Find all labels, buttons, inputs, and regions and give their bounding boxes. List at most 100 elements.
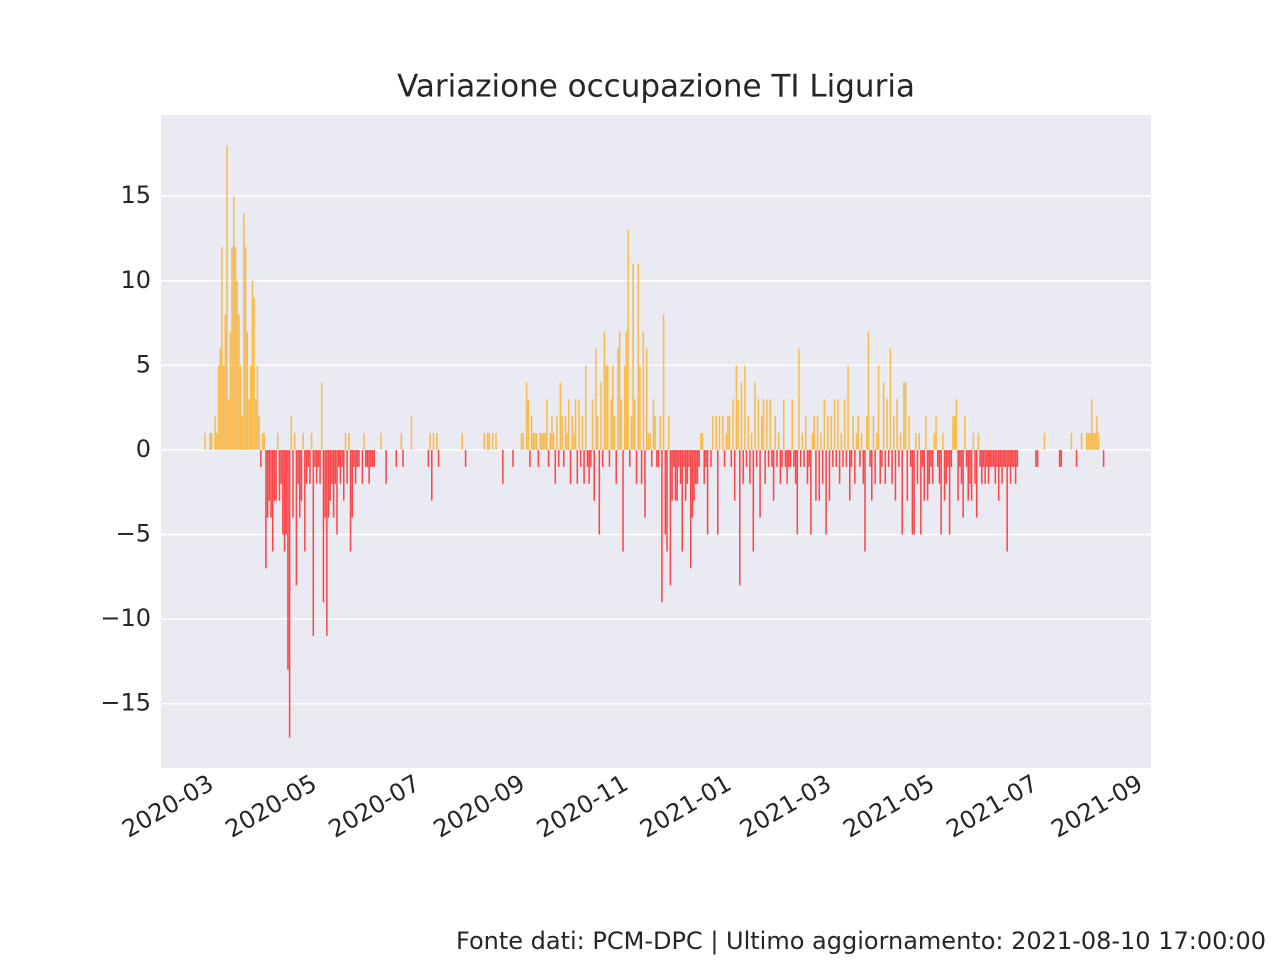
bar: [358, 449, 360, 467]
bar: [871, 449, 873, 501]
bar: [1011, 449, 1013, 467]
bar: [728, 416, 731, 450]
bar: [204, 433, 206, 450]
bar: [248, 399, 250, 450]
bar: [711, 416, 714, 450]
bar: [299, 449, 301, 518]
footer: Fonte dati: PCM-DPC | Ultimo aggiornamen…: [456, 927, 1266, 955]
bar: [361, 449, 364, 484]
bar: [693, 449, 695, 501]
bar: [623, 365, 626, 450]
bar: [282, 449, 284, 535]
bar: [923, 449, 925, 501]
bar: [967, 449, 969, 501]
bar: [928, 449, 931, 484]
bar: [598, 449, 601, 535]
y-tick-label: −15: [100, 689, 151, 717]
bar: [957, 449, 959, 501]
bar: [331, 449, 333, 484]
bar: [231, 246, 233, 450]
grid: [161, 195, 1151, 705]
bar: [965, 449, 968, 467]
bar: [706, 449, 709, 535]
bar: [312, 449, 315, 637]
bar: [243, 213, 245, 450]
bar: [307, 449, 309, 467]
bar: [1036, 449, 1039, 467]
bar: [613, 416, 616, 450]
bar: [865, 416, 868, 450]
bar: [571, 416, 573, 450]
bar: [617, 348, 619, 450]
bar: [876, 433, 878, 450]
bar: [209, 433, 211, 450]
bar: [891, 449, 893, 484]
bar: [816, 416, 819, 450]
bar: [657, 449, 660, 467]
bar: [833, 399, 836, 450]
bar: [1035, 449, 1037, 467]
bar: [845, 449, 848, 467]
bar: [755, 449, 758, 467]
bar: [788, 449, 790, 467]
bar: [627, 230, 629, 450]
bar: [862, 449, 865, 484]
bar: [723, 449, 726, 467]
bar: [849, 449, 851, 501]
bar: [1058, 449, 1061, 467]
y-tick-label: 15: [120, 181, 151, 209]
bar: [722, 416, 724, 450]
bar: [402, 449, 404, 467]
bar: [395, 449, 397, 467]
bar: [754, 382, 756, 450]
bar: [855, 433, 858, 450]
bar: [644, 449, 646, 518]
bar: [263, 433, 265, 450]
bar: [678, 449, 680, 467]
bar: [353, 449, 355, 467]
bar: [585, 365, 587, 450]
bar: [686, 449, 689, 484]
bar: [568, 399, 570, 450]
bar: [483, 433, 485, 450]
bar: [261, 433, 264, 450]
bar: [512, 449, 514, 467]
bar: [429, 433, 431, 450]
x-tick-label: 2021-03: [735, 769, 836, 843]
y-tick-label: −10: [100, 604, 151, 632]
bar: [622, 449, 624, 552]
bar: [852, 416, 854, 450]
bar: [321, 382, 323, 450]
bar: [725, 433, 727, 450]
bar: [1060, 449, 1063, 467]
bar: [1009, 449, 1012, 484]
bar: [295, 449, 298, 586]
bar: [491, 433, 494, 450]
bar: [1089, 433, 1091, 450]
bar: [977, 433, 980, 450]
bar: [767, 449, 770, 467]
bar: [777, 433, 780, 450]
bar: [749, 449, 751, 484]
bar: [227, 399, 230, 450]
bar: [791, 399, 793, 450]
bar: [305, 449, 308, 484]
bar: [733, 449, 736, 501]
bar: [994, 449, 997, 484]
bar: [872, 416, 875, 450]
bar: [241, 416, 243, 450]
bar: [1004, 449, 1007, 467]
bar: [234, 246, 237, 450]
bar: [293, 433, 296, 450]
bar: [630, 416, 633, 450]
bar: [1080, 433, 1083, 450]
bar: [603, 331, 606, 450]
bar: [583, 449, 585, 484]
bar: [925, 416, 927, 450]
bar: [832, 449, 834, 467]
bar: [786, 449, 788, 484]
bar: [618, 331, 621, 450]
bar: [317, 449, 320, 467]
bar: [766, 399, 768, 450]
bar: [1087, 433, 1090, 450]
